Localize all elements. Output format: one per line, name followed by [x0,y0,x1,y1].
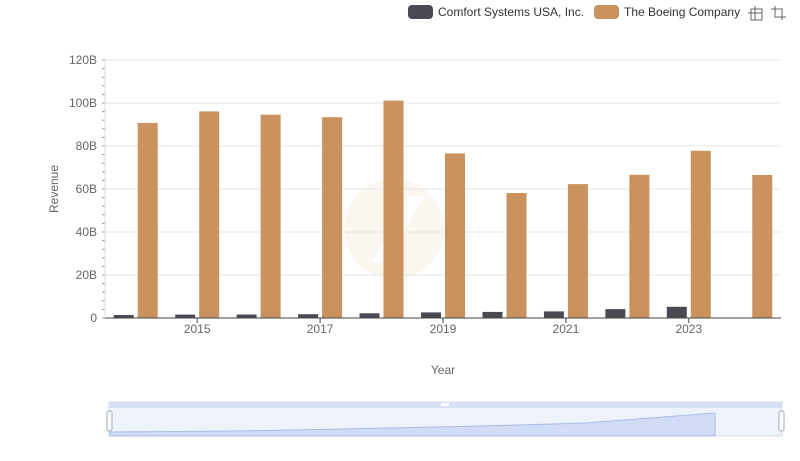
x-tick-label: 2017 [307,322,334,336]
y-tick-label: 100B [69,96,97,110]
x-tick-label: 2015 [184,322,211,336]
slider-left-handle[interactable] [106,410,113,432]
bar-comfort-systems-2020[interactable] [482,311,503,318]
x-tick-label: 2023 [675,322,702,336]
bar-comfort-systems-2014[interactable] [113,315,134,318]
slider-right-handle[interactable] [778,410,785,432]
bar-boeing-2014[interactable] [137,122,158,319]
bar-boeing-2018[interactable] [383,100,404,318]
slider-preview-area [109,412,716,437]
legend-label: Comfort Systems USA, Inc. [438,5,584,19]
bar-comfort-systems-2023[interactable] [666,306,687,318]
bar-comfort-systems-2021[interactable] [543,311,564,318]
y-tick-label: 0 [90,311,97,325]
y-axis: 0 20B 40B 60B 80B 100B 120B [69,53,106,325]
reset-zoom-icon[interactable] [771,6,786,20]
bar-comfort-systems-2022[interactable] [605,309,626,318]
bar-boeing-2015[interactable] [199,111,220,319]
legend-item-boeing[interactable]: The Boeing Company [594,5,740,19]
x-axis-title: Year [431,363,455,377]
legend-swatch [408,5,433,19]
zoom-icon[interactable] [748,6,763,21]
y-tick-label: 60B [76,182,97,196]
bars [113,100,773,319]
data-zoom-slider[interactable] [106,401,785,437]
x-tick-label: 2021 [553,322,580,336]
bar-comfort-systems-2018[interactable] [359,313,380,318]
slider-move-handle[interactable] [441,403,449,406]
bar-comfort-systems-2016[interactable] [236,314,257,319]
bar-boeing-2021[interactable] [567,184,588,318]
bar-boeing-2016[interactable] [260,114,281,318]
legend-swatch [594,5,619,19]
legend[interactable]: Comfort Systems USA, Inc. The Boeing Comp… [408,5,740,19]
bar-comfort-systems-2017[interactable] [298,314,319,318]
y-tick-label: 20B [76,268,97,282]
bar-boeing-2017[interactable] [322,117,343,318]
y-tick-label: 40B [76,225,97,239]
bar-boeing-2022[interactable] [629,174,650,318]
bar-boeing-2023[interactable] [690,150,711,318]
bar-boeing-2024[interactable] [752,175,773,318]
y-axis-title: Revenue [47,165,61,213]
x-tick-label: 2019 [430,322,457,336]
bar-comfort-systems-2019[interactable] [421,312,441,318]
y-tick-label: 120B [69,53,97,67]
y-tick-label: 80B [76,139,97,153]
legend-label: The Boeing Company [624,5,740,19]
legend-item-comfort-systems[interactable]: Comfort Systems USA, Inc. [408,5,584,19]
x-axis: 2015 2017 2019 2021 2023 [105,317,781,336]
bar-comfort-systems-2015[interactable] [175,314,196,318]
bar-boeing-2020[interactable] [506,193,527,318]
bar-boeing-2019[interactable] [445,153,465,318]
